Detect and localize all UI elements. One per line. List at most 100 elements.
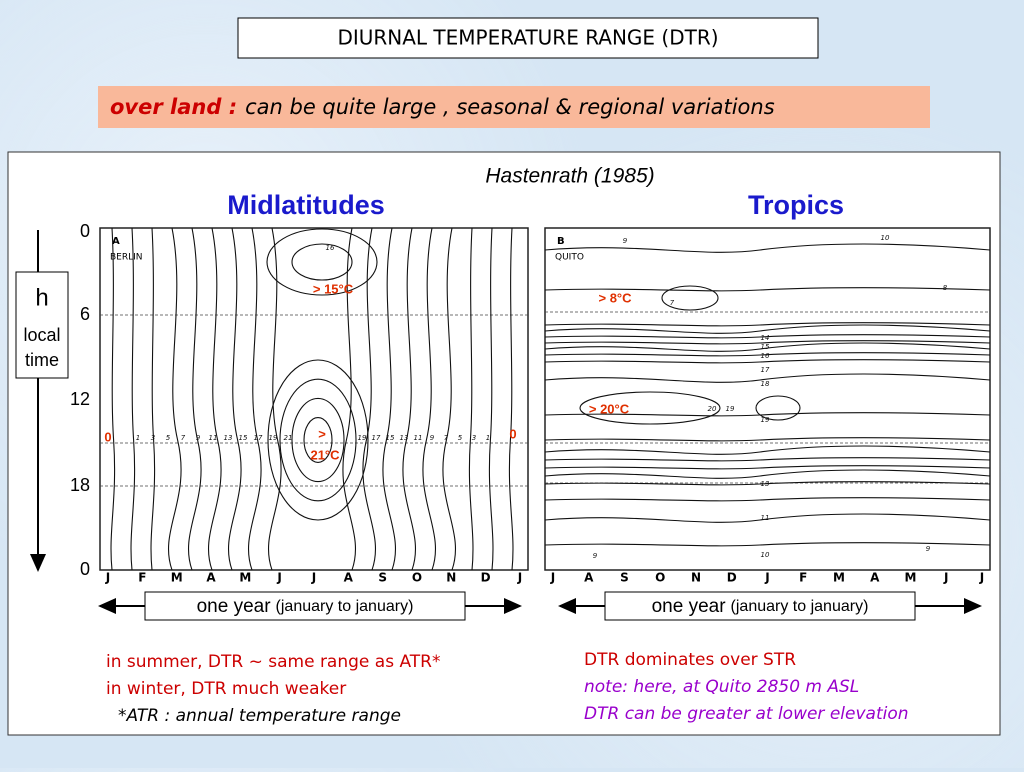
contour-line xyxy=(544,437,991,442)
contours xyxy=(544,243,991,547)
year-box xyxy=(604,591,916,621)
month-label: J xyxy=(550,571,555,585)
contour-label: 15 xyxy=(761,343,770,351)
contour-line xyxy=(544,445,991,455)
annotation: > 8°C xyxy=(598,290,632,305)
month-label: J xyxy=(979,571,984,585)
year-note: (january to january) xyxy=(276,598,414,615)
contour-ring xyxy=(267,359,369,521)
month-label: N xyxy=(691,571,701,585)
contour-label: 19 xyxy=(761,416,770,424)
contour-label: 9 xyxy=(593,552,598,560)
contour-label: 3 xyxy=(472,434,476,442)
contour-line xyxy=(544,340,991,345)
month-label: M xyxy=(833,571,845,585)
contour-line xyxy=(268,227,282,571)
contour-line xyxy=(544,497,991,502)
contour-line xyxy=(168,227,182,571)
contour-label: 15 xyxy=(386,434,395,442)
contour-line xyxy=(248,227,262,571)
month-label: A xyxy=(870,571,880,585)
contour-line xyxy=(544,465,991,470)
panel-tag: A xyxy=(112,236,120,247)
contour-label: 1 xyxy=(486,434,490,442)
contour-label: 7 xyxy=(444,434,449,442)
contour-label: 16 xyxy=(761,352,770,360)
contour-label: 18 xyxy=(761,380,770,388)
contour-line xyxy=(422,227,436,571)
contour-line xyxy=(544,481,991,486)
panel-title: Midlatitudes xyxy=(227,190,385,220)
annotation: > 20°C xyxy=(589,401,630,416)
contour-label: 1 xyxy=(136,434,140,442)
panel-title: Tropics xyxy=(748,190,844,220)
contour-label: 9 xyxy=(623,237,628,245)
plot-frame xyxy=(544,227,991,571)
annotation: 0 xyxy=(104,429,111,444)
contour-label: 13 xyxy=(761,480,770,488)
contour-label: 11 xyxy=(761,514,770,522)
contour-label: 17 xyxy=(254,434,263,442)
year: one year xyxy=(197,596,272,617)
year-note: (january to january) xyxy=(731,598,869,615)
month-label: A xyxy=(344,571,354,585)
contour-label: 14 xyxy=(761,334,770,342)
subtitle-box xyxy=(98,86,930,128)
month-label: D xyxy=(727,571,737,585)
month-label: O xyxy=(412,571,422,585)
station: QUITO xyxy=(555,253,584,263)
year: one year xyxy=(652,596,727,617)
contour-label: 11 xyxy=(414,434,423,442)
station: BERLIN xyxy=(110,253,143,263)
contour-line xyxy=(382,227,396,571)
contour-label: 19 xyxy=(269,434,278,442)
contour-ring xyxy=(266,228,378,296)
contour-line xyxy=(110,227,116,571)
contour-line xyxy=(544,342,991,352)
month-label: D xyxy=(481,571,491,585)
contour-line xyxy=(130,227,136,571)
contour-label: 5 xyxy=(166,434,171,442)
month-label: F xyxy=(138,571,146,585)
contour-line xyxy=(544,373,991,383)
contour-label: 10 xyxy=(881,234,890,242)
contour-line xyxy=(544,542,991,547)
year-text: one year (january to january) xyxy=(197,596,414,617)
month-label: M xyxy=(239,571,251,585)
y-tick-label: 0 xyxy=(80,559,90,579)
contour-ring xyxy=(279,378,357,502)
contour-label: 7 xyxy=(670,299,675,307)
contour-label: 9 xyxy=(430,434,435,442)
contour-line xyxy=(150,227,156,571)
contour-line xyxy=(544,334,991,339)
contour-line xyxy=(228,227,242,571)
contour-line xyxy=(362,227,376,571)
contour-label: 19 xyxy=(358,434,367,442)
contour-label: 20 xyxy=(708,405,717,413)
contour-line xyxy=(442,227,456,571)
contour-label: 10 xyxy=(761,551,770,559)
contour-line xyxy=(544,469,991,479)
month-label: J xyxy=(943,571,948,585)
contour-line xyxy=(402,227,416,571)
contour-line xyxy=(544,287,991,292)
contour-label: 7 xyxy=(181,434,186,442)
month-label: A xyxy=(206,571,216,585)
contour-line xyxy=(188,227,202,571)
subtitle-lead: over land : xyxy=(110,95,237,119)
contour-label: 5 xyxy=(458,434,463,442)
contours xyxy=(110,227,514,571)
contour-ring xyxy=(303,417,333,463)
contour-line xyxy=(544,359,991,364)
note: note: here, at Quito 2850 m ASL xyxy=(584,677,859,697)
contour-label: 17 xyxy=(372,434,381,442)
subtitle: over land : can be quite large , seasonal… xyxy=(110,95,775,119)
contour-line xyxy=(544,243,991,253)
note: DTR can be greater at lower elevation xyxy=(584,704,909,724)
month-label: J xyxy=(276,571,281,585)
contour-label: 8 xyxy=(943,284,948,292)
y-tick-label: 12 xyxy=(70,389,90,409)
annotation: > xyxy=(318,426,326,441)
contour-label: 11 xyxy=(209,434,218,442)
month-label: J xyxy=(105,571,110,585)
